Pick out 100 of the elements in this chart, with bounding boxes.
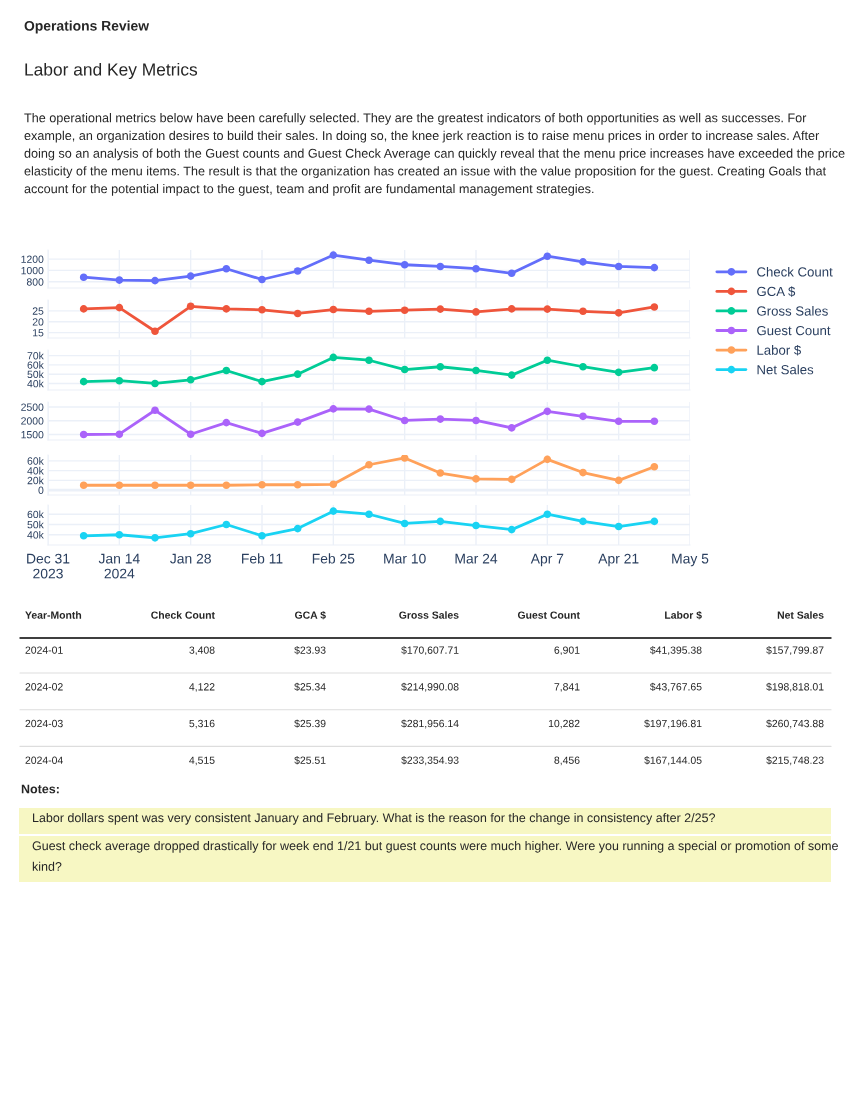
text: $197,196.81 (644, 719, 702, 729)
category-label: 2024-04 (25, 756, 63, 764)
point (115, 481, 124, 490)
text: Operations Review (24, 20, 150, 34)
point (186, 375, 195, 384)
y-tick-label: 20 (32, 318, 44, 326)
text: $23.93 (294, 645, 326, 655)
text: 6,901 (554, 646, 580, 656)
point (258, 429, 266, 438)
y-tick-label: 60k (27, 510, 44, 519)
point (151, 379, 159, 388)
y-tick-label: 40k (27, 379, 44, 388)
point (186, 481, 195, 490)
point (436, 362, 445, 371)
category-label: 2024-02 (25, 683, 63, 691)
text: $170,607.71 (401, 645, 459, 656)
point (472, 521, 480, 530)
text: $198,818.01 (766, 682, 824, 692)
point (543, 305, 552, 313)
point (472, 475, 480, 483)
point (293, 309, 302, 318)
y-tick-label: 60k (27, 457, 44, 465)
point (436, 305, 445, 313)
point (614, 262, 623, 271)
point (293, 524, 302, 533)
point (365, 460, 373, 469)
text: 7,841 (554, 683, 580, 692)
legend-label: Guest Count (757, 325, 831, 336)
point (293, 480, 302, 489)
y-tick-label: 25 (32, 307, 44, 315)
point (329, 251, 338, 259)
text: 8,456 (554, 756, 580, 766)
point (186, 302, 195, 311)
point (222, 366, 231, 375)
point (507, 305, 516, 313)
text: $25.34 (294, 682, 326, 692)
text: $233,354.93 (401, 756, 459, 766)
text: $41,395.38 (649, 645, 702, 656)
point (400, 365, 409, 374)
point (543, 455, 552, 464)
text: $281,956.14 (401, 719, 459, 729)
point (186, 430, 195, 439)
point (650, 517, 659, 526)
point (579, 258, 587, 266)
legend-label: Gross Sales (757, 305, 828, 316)
point (614, 476, 623, 485)
point (365, 405, 373, 413)
point (79, 305, 88, 313)
point (650, 363, 659, 372)
chart-title: Labor and Key Metrics (25, 62, 198, 80)
x-tick-label: Jan 14 2024 (98, 553, 140, 579)
point (115, 376, 124, 385)
point (400, 455, 409, 462)
category-label: Check Count (151, 611, 215, 619)
point (614, 417, 623, 426)
y-tick-label: 1200 (21, 255, 44, 263)
point (151, 481, 159, 490)
text: 4,122 (189, 683, 215, 692)
point (579, 468, 587, 477)
point (329, 353, 338, 362)
point (329, 405, 338, 413)
category-label: Guest Count (517, 611, 580, 619)
point (507, 424, 516, 432)
point (79, 481, 88, 490)
point (115, 276, 124, 284)
x-tick-label: Apr 21 (598, 553, 639, 567)
point (222, 264, 231, 273)
text: $25.39 (294, 719, 326, 728)
point (507, 475, 516, 484)
point (79, 531, 88, 540)
category-label: 2024-01 (25, 646, 63, 654)
point (436, 262, 445, 271)
point (579, 362, 587, 371)
point (507, 371, 516, 379)
point (222, 481, 231, 490)
y-tick-label: 0 (38, 486, 44, 494)
point (79, 377, 88, 386)
legend-label: GCA $ (757, 286, 796, 297)
y-tick-label: 15 (33, 329, 44, 337)
point (222, 520, 231, 529)
point (543, 356, 552, 365)
point (400, 519, 409, 528)
point (329, 507, 338, 515)
point (151, 276, 159, 285)
point (614, 308, 623, 317)
point (543, 407, 552, 416)
point (543, 252, 552, 261)
x-tick-label: Mar 10 (384, 553, 426, 564)
point (507, 525, 516, 534)
y-tick-label: 2500 (21, 403, 44, 411)
text: 3,408 (189, 646, 215, 656)
point (614, 368, 623, 377)
point (650, 303, 659, 311)
point (400, 260, 409, 269)
x-tick-label: Mar 24 (455, 553, 498, 564)
point (258, 480, 266, 489)
point (579, 517, 587, 526)
point (650, 263, 659, 272)
point (258, 305, 266, 314)
point (472, 366, 480, 375)
